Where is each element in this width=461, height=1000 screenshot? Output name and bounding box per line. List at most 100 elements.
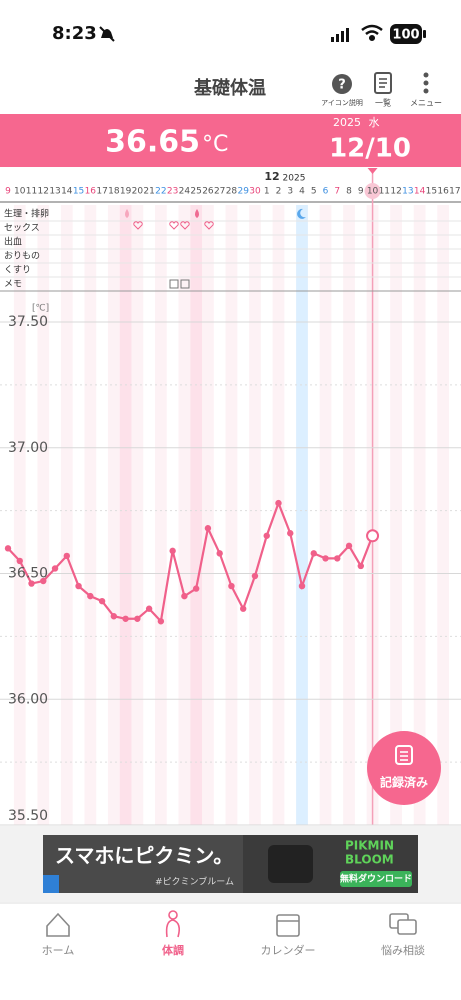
event-icons — [125, 208, 306, 289]
nav-icon-calendar — [276, 914, 300, 937]
column-stripe — [225, 205, 238, 825]
date-label: 24 — [179, 187, 191, 197]
memo-icon — [169, 279, 179, 289]
help-label: アイコン説明 — [321, 98, 363, 107]
date-label: 21 — [143, 187, 154, 197]
temperature-point — [310, 550, 317, 557]
date-label: 16 — [85, 187, 97, 197]
date-label: 6 — [323, 187, 329, 197]
column-stripe — [413, 205, 426, 825]
temperature-point — [192, 585, 200, 592]
temperature-point — [181, 592, 188, 600]
nav-label: 悩み相談 — [381, 943, 425, 957]
temperature-point — [228, 582, 235, 590]
nav-label: カレンダー — [261, 943, 316, 957]
date-label: 25 — [190, 187, 201, 197]
date-labels: 9 10 11 12 13 14 15 16 17 18 19 20 21 22 23 24 25 26 27 28 2… — [5, 183, 461, 199]
temperature-point — [287, 530, 294, 537]
y-tick-label: 37.50 — [8, 314, 48, 330]
nav-item[interactable]: 悩み相談 — [381, 913, 425, 957]
date-label: 16 — [437, 187, 449, 197]
date-label: 8 — [346, 187, 352, 197]
column-stripe — [249, 205, 261, 825]
ad-badge — [43, 875, 59, 893]
row-label: くすり — [4, 265, 31, 276]
menu-button[interactable]: メニュー — [410, 72, 442, 108]
nav-item[interactable]: カレンダー — [261, 914, 316, 957]
date-label: 20 — [132, 187, 144, 197]
date-label: 13 — [402, 187, 413, 197]
temperature-point — [322, 555, 329, 562]
date-label: 9 — [358, 187, 364, 197]
date-label: 15 — [73, 187, 84, 197]
date-label: 17 — [449, 187, 460, 197]
date-label: 19 — [120, 187, 132, 197]
month-label: 12 — [264, 170, 279, 183]
date-label: 17 — [96, 187, 107, 197]
ad-banner[interactable]: スマホにピクミン。 #ピクミンブルーム PIKMIN BLOOM 無料ダウンロー… — [43, 835, 418, 893]
help-button[interactable]: ? アイコン説明 — [321, 74, 363, 107]
highlight-band — [119, 205, 132, 825]
temperature-point — [110, 613, 118, 620]
date-label: 23 — [167, 187, 178, 197]
column-stripe — [155, 205, 167, 825]
date-label: 11 — [26, 187, 37, 197]
nav-icon-body-head — [168, 910, 178, 920]
ad-cta: 無料ダウンロード — [340, 873, 412, 885]
date-label: 12 — [38, 187, 49, 197]
temperature-point — [240, 605, 247, 612]
banner-year: 2025 — [333, 116, 361, 129]
column-stripe — [272, 205, 285, 825]
temperature-point — [366, 529, 380, 543]
ad-brand-1: PIKMIN — [345, 839, 394, 853]
temperature-point — [98, 597, 106, 605]
temperature-point — [87, 592, 94, 600]
date-label: 22 — [155, 187, 166, 197]
nav-item[interactable]: ホーム — [42, 912, 75, 957]
sex-heart — [204, 221, 214, 230]
date-label: 11 — [379, 187, 390, 197]
period-drop — [125, 209, 129, 218]
menu-label: メニュー — [410, 99, 442, 108]
date-label: 2 — [276, 187, 282, 197]
nav-item[interactable]: 体調 — [162, 910, 184, 957]
column-stripe — [202, 205, 214, 825]
row-label: 生理・排卵 — [4, 208, 49, 220]
column-stripe — [437, 205, 449, 825]
record-button[interactable]: 記録済み — [367, 731, 441, 805]
date-label: 29 — [237, 187, 249, 197]
temperature-line — [7, 499, 374, 624]
help-icon: ? — [338, 78, 346, 93]
temperature-point — [122, 615, 129, 622]
date-label: 14 — [61, 187, 73, 197]
date-label: 5 — [311, 187, 317, 197]
ovulation-moon — [297, 208, 306, 219]
ad-hashtag: #ピクミンブルーム — [155, 876, 234, 888]
banner-weekday: 水 — [369, 116, 380, 129]
list-button[interactable]: 一覧 — [374, 72, 392, 108]
banner-date: 12/10 — [329, 134, 411, 164]
signal-icon — [331, 28, 349, 42]
date-label: 18 — [108, 187, 120, 197]
today-pointer — [367, 168, 378, 174]
column-stripe — [390, 205, 402, 825]
temperature-point — [169, 547, 176, 555]
memo-icon — [180, 279, 190, 289]
temperature-point — [51, 565, 59, 572]
temperature-point — [204, 525, 212, 532]
year-label: 2025 — [283, 174, 306, 184]
record-button-label: 記録済み — [380, 775, 428, 790]
nav-label: 体調 — [162, 943, 184, 957]
status-time: 8:23 — [52, 23, 97, 44]
date-label: 27 — [214, 187, 225, 197]
date-label: 14 — [414, 187, 426, 197]
row-label: メモ — [4, 280, 22, 290]
ad-phone — [268, 845, 313, 883]
temperature-point — [216, 550, 223, 557]
sex-heart — [180, 221, 190, 230]
bottom-nav: ホーム 体調 カレンダー 悩み相談 — [42, 910, 425, 957]
temperature-point — [75, 582, 82, 590]
temperature-point — [134, 615, 141, 622]
highlight-band — [190, 205, 203, 825]
